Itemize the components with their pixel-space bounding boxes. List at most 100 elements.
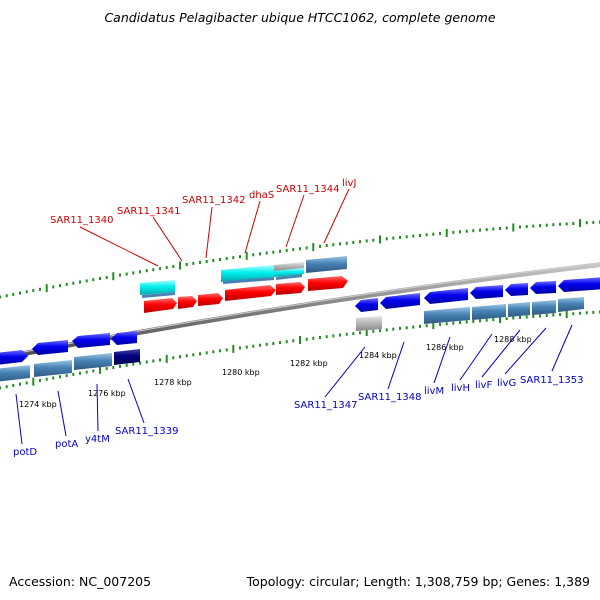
gene-arrow[interactable]	[225, 285, 276, 301]
scale-tick-minor	[132, 362, 135, 366]
scale-tick-minor	[185, 354, 188, 358]
cds-feature[interactable]	[558, 297, 584, 312]
gene-label[interactable]: livH	[451, 383, 470, 394]
scale-tick-minor	[219, 349, 221, 353]
gene-label[interactable]: SAR11_1339	[115, 426, 179, 437]
gene-label[interactable]: livG	[497, 378, 516, 389]
scale-tick-minor	[245, 345, 248, 349]
cds-feature[interactable]	[532, 300, 556, 315]
gene-label[interactable]: livJ	[342, 178, 356, 189]
scale-tick-minor	[505, 317, 508, 321]
scale-tick-minor	[112, 366, 115, 369]
gene-label[interactable]: y4tM	[85, 434, 110, 445]
cds-feature[interactable]	[424, 307, 470, 324]
gene-arrow[interactable]	[0, 350, 28, 365]
scale-tick-major	[32, 377, 35, 386]
gene-label[interactable]: potD	[13, 447, 37, 458]
scale-tick-major	[579, 219, 581, 228]
scale-tick-minor	[565, 222, 568, 226]
scale-tick-major	[179, 261, 181, 270]
gene-label[interactable]: livM	[424, 386, 444, 397]
gene-label[interactable]: SAR11_1344	[276, 184, 340, 195]
scale-tick-minor	[25, 290, 28, 294]
scale-tick-minor	[79, 371, 81, 375]
gene-label[interactable]: SAR11_1353	[520, 375, 584, 386]
cds-feature[interactable]	[276, 274, 302, 280]
scale-tick-major	[232, 344, 235, 353]
gene-arrow[interactable]	[558, 277, 600, 292]
scale-tick-minor	[472, 319, 475, 323]
scale-tick-minor	[259, 252, 261, 256]
gene-arrow[interactable]	[530, 281, 556, 294]
forward-cds-track	[140, 256, 347, 298]
scale-tick-minor	[339, 333, 341, 337]
scale-tick-minor	[132, 271, 135, 275]
cds-feature[interactable]	[74, 353, 112, 370]
scale-tick-minor	[285, 248, 288, 252]
scale-tick-minor	[545, 314, 548, 317]
scale-tick-minor	[419, 324, 421, 328]
cds-feature[interactable]	[356, 316, 382, 331]
scale-tick-minor	[272, 250, 275, 254]
gene-arrow[interactable]	[355, 298, 378, 312]
scale-tick-major	[45, 284, 48, 293]
scale-tick-minor	[145, 269, 148, 273]
scale-tick-minor	[465, 320, 468, 324]
gene-arrow[interactable]	[505, 283, 528, 296]
cds-feature[interactable]	[140, 280, 175, 295]
scale-tick-minor	[585, 221, 588, 225]
cds-feature[interactable]	[472, 304, 506, 320]
scale-tick-minor	[532, 315, 535, 318]
gene-arrow[interactable]	[380, 293, 420, 309]
scale-tick-minor	[392, 236, 395, 240]
cds-feature[interactable]	[306, 256, 347, 273]
gene-arrow[interactable]	[198, 293, 223, 306]
gene-arrow[interactable]	[32, 340, 68, 355]
cds-feature[interactable]	[223, 277, 274, 284]
gene-label[interactable]: SAR11_1347	[294, 400, 358, 411]
scale-tick-minor	[345, 241, 348, 245]
cds-feature[interactable]	[221, 265, 274, 282]
cds-feature[interactable]	[34, 360, 72, 377]
cds-feature[interactable]	[142, 292, 175, 298]
gene-label[interactable]: potA	[55, 439, 78, 450]
scale-tick-minor	[572, 312, 575, 316]
scale-tick-minor	[539, 224, 541, 228]
scale-tick-minor	[65, 374, 68, 378]
gene-arrow[interactable]	[308, 276, 348, 291]
cds-feature[interactable]	[114, 349, 140, 365]
scale-tick-minor	[219, 258, 221, 261]
label-leader-line	[152, 216, 183, 262]
cds-feature[interactable]	[508, 302, 530, 317]
gene-label[interactable]: livF	[475, 380, 492, 391]
scale-tick-minor	[439, 232, 441, 236]
scale-tick-minor	[399, 235, 401, 239]
gene-arrow[interactable]	[470, 285, 503, 299]
scale-tick-minor	[119, 364, 121, 368]
scale-tick-minor	[385, 237, 388, 241]
gene-arrow[interactable]	[178, 296, 197, 309]
gene-label[interactable]: SAR11_1342	[182, 195, 246, 206]
label-leader-line	[459, 333, 493, 381]
gene-arrow[interactable]	[424, 288, 468, 304]
scale-tick-minor	[179, 355, 181, 359]
scale-tick-minor	[585, 311, 588, 315]
label-leader-line	[15, 393, 23, 445]
scale-tick-minor	[259, 343, 261, 347]
scale-tick-major	[432, 321, 435, 330]
gene-arrow[interactable]	[276, 282, 305, 295]
scale-tick-minor	[552, 313, 555, 317]
scale-tick-minor	[52, 285, 55, 289]
gene-label[interactable]: SAR11_1348	[358, 392, 422, 403]
gene-arrow[interactable]	[144, 298, 177, 313]
scale-tick-minor	[185, 263, 188, 266]
gene-label[interactable]: SAR11_1341	[117, 206, 181, 217]
gene-label[interactable]: SAR11_1340	[50, 215, 114, 226]
gene-arrow[interactable]	[72, 333, 110, 348]
scale-tick-minor	[252, 344, 255, 348]
gene-label[interactable]: dhaS	[249, 190, 274, 201]
scale-ticks-inner	[0, 310, 600, 390]
cds-feature[interactable]	[0, 365, 30, 382]
gene-arrow[interactable]	[111, 331, 137, 345]
scale-tick-minor	[0, 386, 1, 390]
